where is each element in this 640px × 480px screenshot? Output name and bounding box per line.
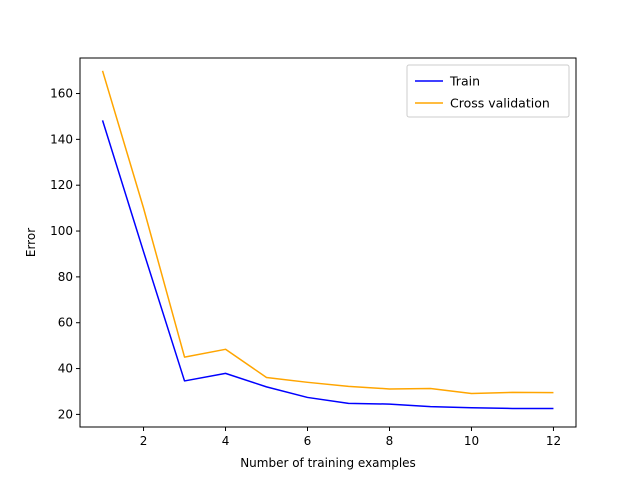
x-tick-label: 2	[140, 434, 148, 448]
x-tick-label: 8	[386, 434, 394, 448]
series-line-1	[101, 70, 554, 395]
y-tick-label: 140	[50, 132, 73, 146]
plot-frame	[79, 57, 577, 428]
x-tick-label: 10	[464, 434, 479, 448]
y-tick-label: 80	[58, 270, 73, 284]
series-line-0	[101, 120, 554, 410]
legend: Train Cross validation	[406, 64, 570, 118]
y-tick-label: 60	[58, 316, 73, 330]
y-tick-label: 20	[58, 407, 73, 421]
x-axis-label: Number of training examples	[240, 456, 416, 470]
x-tick-label: 6	[304, 434, 312, 448]
y-tick-label: 100	[50, 224, 73, 238]
x-tick-label: 12	[546, 434, 561, 448]
series-layer	[101, 70, 554, 410]
y-tick-label: 160	[50, 87, 73, 101]
x-tick-label: 4	[222, 434, 230, 448]
y-axis: 20 40 60 80 100 120 140 160	[50, 87, 80, 421]
legend-label-1: Cross validation	[450, 96, 550, 111]
legend-label-0: Train	[449, 74, 480, 89]
x-axis: 2 4 6 8 10 12	[140, 427, 561, 448]
y-tick-label: 120	[50, 178, 73, 192]
legend-box	[406, 64, 570, 118]
y-tick-label: 40	[58, 362, 73, 376]
y-axis-label: Error	[24, 228, 38, 257]
